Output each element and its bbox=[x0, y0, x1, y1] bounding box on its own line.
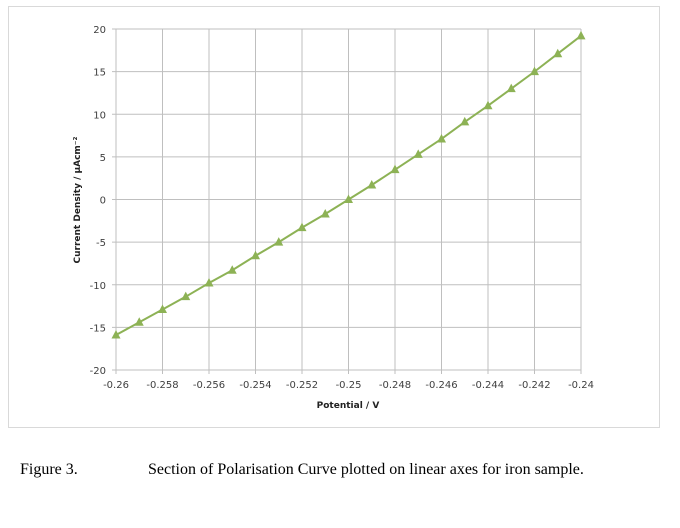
data-point bbox=[134, 317, 144, 326]
data-point bbox=[413, 149, 423, 158]
chart-frame bbox=[8, 6, 660, 428]
data-point bbox=[553, 48, 563, 58]
x-tick-label: -0.242 bbox=[518, 380, 550, 391]
data-point bbox=[158, 304, 167, 313]
x-tick-label: -0.248 bbox=[379, 380, 411, 391]
y-axis-label: Current Density / µAcm⁻² bbox=[73, 136, 83, 263]
data-point bbox=[483, 100, 493, 110]
x-tick-label: -0.252 bbox=[286, 380, 318, 391]
data-point bbox=[111, 330, 121, 339]
data-point bbox=[274, 237, 284, 246]
x-tick-label: -0.25 bbox=[336, 380, 362, 391]
x-tick-label: -0.256 bbox=[193, 380, 225, 391]
x-tick-label: -0.26 bbox=[103, 380, 129, 391]
y-tick-label: 10 bbox=[93, 110, 106, 121]
data-point bbox=[530, 66, 539, 76]
data-point bbox=[367, 180, 377, 189]
caption-text: Section of Polarisation Curve plotted on… bbox=[148, 461, 584, 478]
x-tick-label: -0.24 bbox=[568, 380, 594, 391]
x-tick-label: -0.254 bbox=[239, 380, 271, 391]
y-tick-label: 0 bbox=[100, 196, 106, 207]
y-tick-label: 5 bbox=[100, 153, 106, 164]
data-point bbox=[506, 83, 516, 93]
x-axis-label: Potential / V bbox=[317, 401, 380, 411]
y-tick-label: 15 bbox=[93, 68, 106, 79]
data-point bbox=[344, 194, 353, 203]
data-point bbox=[460, 116, 470, 126]
data-point bbox=[320, 208, 330, 218]
polarisation-chart: -0.26 -0.258 -0.256 -0.254 -0.252 -0.25 -0.248… bbox=[73, 25, 594, 411]
y-tick-label: -5 bbox=[96, 238, 106, 249]
data-point bbox=[204, 278, 214, 287]
figure-label: Figure 3. bbox=[20, 461, 78, 478]
x-tick-label: -0.244 bbox=[472, 380, 504, 391]
y-tick-label: -10 bbox=[90, 281, 106, 292]
y-tick-label: -15 bbox=[90, 323, 106, 334]
x-tick-label: -0.246 bbox=[425, 380, 457, 391]
data-point bbox=[390, 164, 400, 174]
data-point bbox=[297, 222, 307, 232]
data-point bbox=[227, 265, 237, 274]
x-tick-label: -0.258 bbox=[146, 380, 178, 391]
figure-caption: Figure 3. Section of Polarisation Curve … bbox=[20, 461, 584, 479]
data-point bbox=[251, 250, 260, 260]
y-tick-label: -20 bbox=[90, 366, 106, 377]
data-point bbox=[576, 30, 586, 40]
data-point bbox=[181, 291, 191, 301]
data-point bbox=[437, 133, 446, 143]
y-tick-label: 20 bbox=[93, 25, 106, 36]
